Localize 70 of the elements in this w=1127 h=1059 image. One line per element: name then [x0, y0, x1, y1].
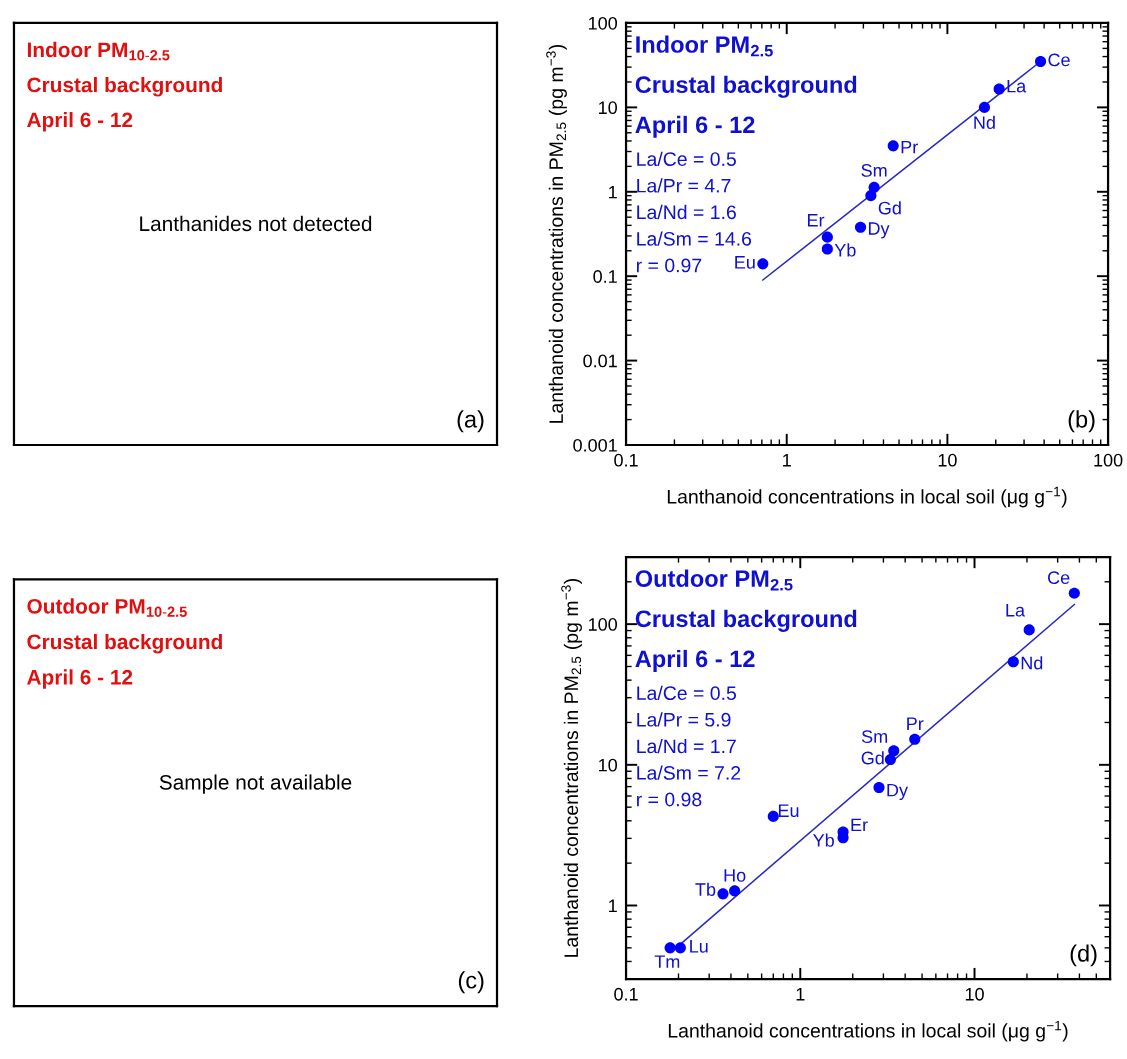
- x-tick-label: 1: [796, 988, 805, 1001]
- annotation: Eu: [778, 804, 799, 818]
- y-tick-label: 100: [588, 618, 618, 631]
- annotation: Ce: [1048, 571, 1070, 585]
- annotation: La/Ce = 0.5: [637, 685, 736, 701]
- annotation: Crustal background: [635, 75, 857, 98]
- text: Lanthanides not detected: [140, 215, 372, 232]
- annotation: Dy: [868, 222, 890, 239]
- annotation: r = 0.98: [637, 792, 702, 807]
- x-tick-label: 10: [965, 987, 984, 1001]
- annotation: Yb: [834, 243, 856, 257]
- annotation: Dy: [887, 783, 908, 801]
- annotation: Lu: [690, 940, 708, 953]
- annotation: (b): [1068, 410, 1095, 433]
- annotation: Sm: [861, 730, 888, 743]
- text: Crustal background: [27, 77, 222, 97]
- x-tick-label: 100: [1094, 453, 1123, 467]
- annotation: Tm: [654, 955, 680, 968]
- x-axis-title: Lanthanoid concentrations in local soil (μg g$^{−1}$): [668, 1020, 1068, 1042]
- y-axis-title: Lanthanoid concentrations in PM$_{2.5}$ (pg m$^{−3}$): [546, 44, 567, 423]
- annotation: Yb: [813, 833, 834, 847]
- y-axis-title: Lanthanoid concentrations in PM$_{2.5}$ (pg m$^{−3}$): [561, 578, 582, 957]
- text: Sample not available: [159, 774, 352, 794]
- annotation: April 6 - 12: [635, 115, 755, 138]
- text: Indoor PM$_{10-2.5}$: [27, 41, 170, 61]
- annotation: La/Sm = 7.2: [637, 765, 741, 780]
- annotation: Eu: [735, 256, 755, 269]
- annotation: La: [1006, 604, 1026, 617]
- annotation: (d): [1070, 944, 1097, 967]
- annotation: April 6 - 12: [635, 649, 755, 672]
- annotation: Sm: [861, 164, 887, 177]
- y-tick-label: 10: [599, 758, 618, 772]
- y-tick-label: 10: [599, 101, 618, 115]
- text: (c): [458, 971, 484, 994]
- annotation: Nd: [974, 115, 995, 129]
- y-tick-label: 1: [609, 899, 617, 913]
- annotation: Indoor PM$_{2.5}$: [636, 35, 773, 57]
- x-tick-label: 10: [938, 453, 957, 467]
- y-tick-label: 0.001: [573, 438, 617, 452]
- annotation: Pr: [901, 140, 918, 154]
- annotation: r = 0.97: [636, 258, 702, 273]
- annotation: La/Pr = 4.7: [637, 178, 731, 193]
- annotation: Tb: [695, 882, 716, 896]
- text: Crustal background: [27, 633, 222, 654]
- annotation: La/Pr = 5.9: [637, 712, 731, 727]
- annotation: Crustal background: [635, 609, 857, 632]
- x-axis-title: Lanthanoid concentrations in local soil (μg g$^{−1}$): [667, 486, 1067, 508]
- annotation: Gd: [878, 201, 901, 215]
- annotation: Er: [808, 214, 825, 227]
- text: Outdoor PM$_{10-2.5}$: [27, 598, 187, 617]
- annotation: Pr: [907, 717, 924, 730]
- annotation: Nd: [1021, 656, 1043, 670]
- annotation: La/Sm = 14.6: [637, 231, 752, 246]
- annotation: La: [1007, 79, 1027, 93]
- text: April 6 - 12: [27, 669, 133, 689]
- y-tick-label: 0.01: [583, 354, 617, 368]
- annotation: Gd: [861, 751, 884, 765]
- text: (a): [457, 410, 484, 433]
- annotation: Outdoor PM$_{2.5}$: [635, 569, 793, 591]
- annotation: La/Ce = 0.5: [637, 151, 736, 166]
- y-tick-label: 0.1: [593, 270, 617, 283]
- annotation: La/Nd = 1.7: [637, 738, 736, 754]
- annotation: Ho: [724, 869, 746, 882]
- y-tick-label: 100: [588, 16, 618, 30]
- x-tick-label: 1: [783, 453, 791, 467]
- annotation: La/Nd = 1.6: [637, 204, 736, 220]
- y-tick-label: 1: [609, 185, 617, 199]
- annotation: Er: [851, 818, 868, 832]
- annotation: Ce: [1048, 53, 1070, 67]
- text: April 6 - 12: [27, 112, 133, 132]
